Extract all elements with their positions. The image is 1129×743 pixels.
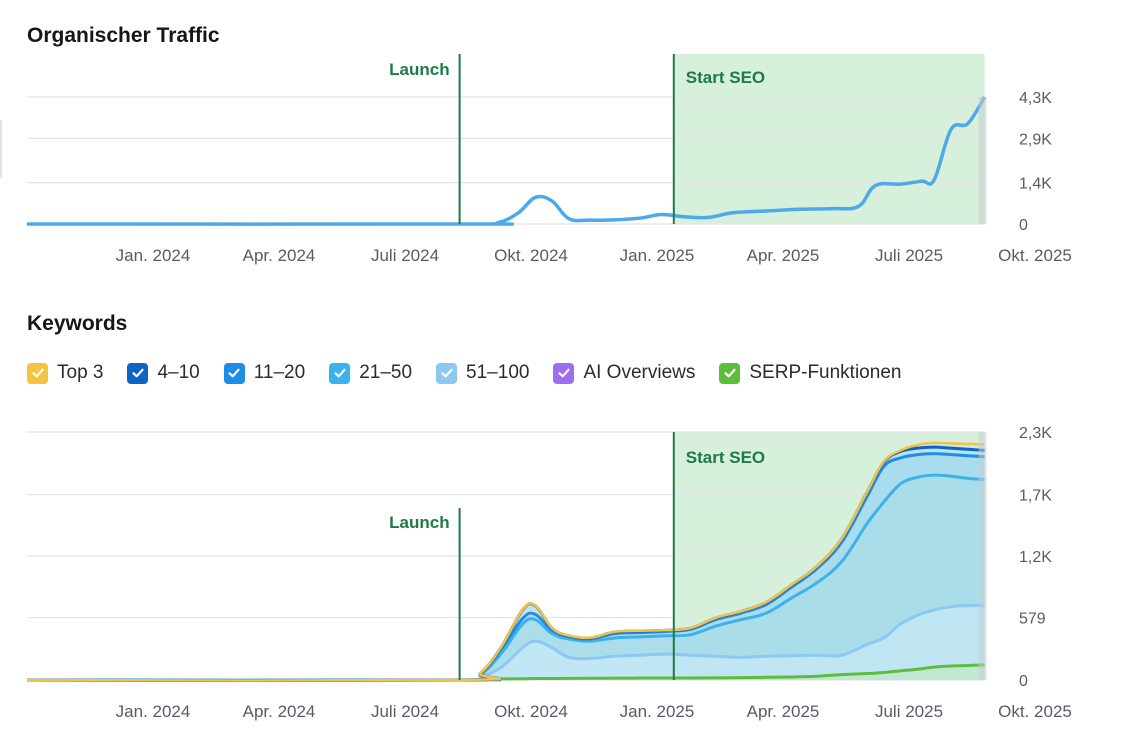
x-tick-label: Jan. 2024 xyxy=(116,702,191,721)
traffic-chart-title: Organischer Traffic xyxy=(27,24,220,47)
keywords-legend: Top 3 4–10 11–20 21–50 51–100 AI Overviews SER… xyxy=(27,362,925,384)
line-51-100 xyxy=(26,604,985,682)
scroll-edge-marker xyxy=(0,120,2,178)
y-tick-label: 579 xyxy=(1019,611,1046,628)
start-seo-label: Start SEO xyxy=(686,448,765,467)
legend-item-11-20[interactable]: 11–20 xyxy=(223,362,306,384)
keywords-chart-title: Keywords xyxy=(27,312,128,335)
line-11-20 xyxy=(26,452,985,683)
x-tick-label: Juli 2025 xyxy=(875,246,943,265)
start-seo-band xyxy=(673,432,985,680)
x-tick-label: Jan. 2024 xyxy=(116,246,191,265)
x-tick-label: Apr. 2024 xyxy=(243,246,316,265)
x-tick-label: Okt. 2024 xyxy=(494,246,568,265)
x-tick-label: Okt. 2025 xyxy=(998,702,1072,721)
x-tick-label: Apr. 2025 xyxy=(747,702,820,721)
x-tick-label: Juli 2024 xyxy=(371,702,439,721)
legend-label: SERP-Funktionen xyxy=(749,362,902,383)
legend-label: 21–50 xyxy=(359,362,413,383)
launch-label: Launch xyxy=(389,513,449,532)
checkbox-checked-icon[interactable] xyxy=(329,362,351,384)
legend-item-4-10[interactable]: 4–10 xyxy=(127,362,200,384)
legend-item-ai-overviews[interactable]: AI Overviews xyxy=(553,362,695,384)
last-period-marker xyxy=(978,432,987,680)
line-21-50 xyxy=(26,473,985,682)
legend-item-21-50[interactable]: 21–50 xyxy=(329,362,412,384)
y-tick-label: 2,9K xyxy=(1019,131,1052,148)
legend-item-serp-funktionen[interactable]: SERP-Funktionen xyxy=(719,362,901,384)
y-tick-label: 1,7K xyxy=(1019,488,1052,505)
checkbox-checked-icon[interactable] xyxy=(223,362,245,384)
checkbox-checked-icon[interactable] xyxy=(553,362,575,384)
traffic-chart: 0 1,4K 2,9K 4,3K Jan. 2024 Apr. 2024 Juli 2024… xyxy=(26,54,1072,265)
checkbox-checked-icon[interactable] xyxy=(127,362,149,384)
area-11-20 xyxy=(27,453,985,681)
y-tick-label: 1,4K xyxy=(1019,176,1052,193)
legend-label: 51–100 xyxy=(466,362,530,383)
launch-label: Launch xyxy=(389,60,449,79)
checkbox-checked-icon[interactable] xyxy=(436,362,458,384)
x-tick-label: Juli 2025 xyxy=(875,702,943,721)
y-tick-label: 0 xyxy=(1019,673,1028,690)
area-top-3 xyxy=(27,442,985,681)
x-tick-label: Juli 2024 xyxy=(371,246,439,265)
line-4-10 xyxy=(26,445,985,683)
x-tick-label: Apr. 2024 xyxy=(243,702,316,721)
legend-item-top-3[interactable]: Top 3 xyxy=(27,362,103,384)
checkbox-checked-icon[interactable] xyxy=(27,362,48,384)
start-seo-band xyxy=(673,54,985,224)
legend-item-51-100[interactable]: 51–100 xyxy=(436,362,529,384)
x-tick-label: Apr. 2025 xyxy=(747,246,820,265)
line-serp-funktionen xyxy=(26,663,985,682)
y-tick-label: 0 xyxy=(1019,217,1028,234)
x-tick-label: Okt. 2025 xyxy=(998,246,1072,265)
legend-label: 11–20 xyxy=(253,362,306,383)
y-tick-label: 1,2K xyxy=(1019,549,1052,566)
area-51-100 xyxy=(27,605,985,681)
line-top-3 xyxy=(26,441,985,682)
y-tick-label: 4,3K xyxy=(1019,90,1052,107)
area-serp-funktionen xyxy=(27,664,985,681)
legend-label: AI Overviews xyxy=(583,362,696,383)
checkbox-checked-icon[interactable] xyxy=(719,362,741,384)
last-period-marker xyxy=(978,97,987,224)
area-21-50 xyxy=(27,475,985,681)
area-4-10 xyxy=(27,447,985,681)
x-tick-label: Okt. 2024 xyxy=(494,702,568,721)
x-tick-label: Jan. 2025 xyxy=(620,702,695,721)
y-tick-label: 2,3K xyxy=(1019,425,1052,442)
start-seo-label: Start SEO xyxy=(686,68,765,87)
traffic-line xyxy=(26,96,987,226)
legend-label: Top 3 xyxy=(57,362,104,383)
x-tick-label: Jan. 2025 xyxy=(620,246,695,265)
legend-label: 4–10 xyxy=(157,362,200,383)
